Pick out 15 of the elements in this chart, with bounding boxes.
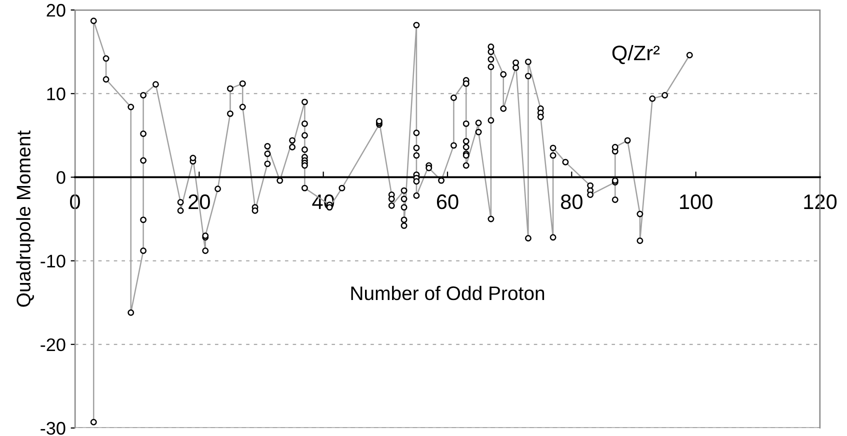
- y-tick-label: 20: [46, 4, 66, 17]
- x-tick-label: 80: [560, 194, 582, 210]
- x-axis-title: Number of Odd Proton: [351, 286, 544, 300]
- x-tick-label: 120: [804, 194, 837, 210]
- x-tick-label: 100: [680, 194, 712, 210]
- y-tick-label: 0: [56, 171, 66, 184]
- y-axis-title: Quadrupole Moment: [16, 130, 34, 307]
- y-tick-label: 10: [47, 88, 66, 100]
- y-tick-label: -20: [40, 338, 66, 352]
- y-tick-label: -10: [40, 254, 66, 268]
- annotation: Q/Zr²: [612, 45, 660, 64]
- x-tick-label: 0: [70, 194, 80, 210]
- y-tick-label: -30: [40, 422, 66, 435]
- x-tick-label: 20: [188, 194, 210, 210]
- x-tick-label: 60: [436, 194, 458, 210]
